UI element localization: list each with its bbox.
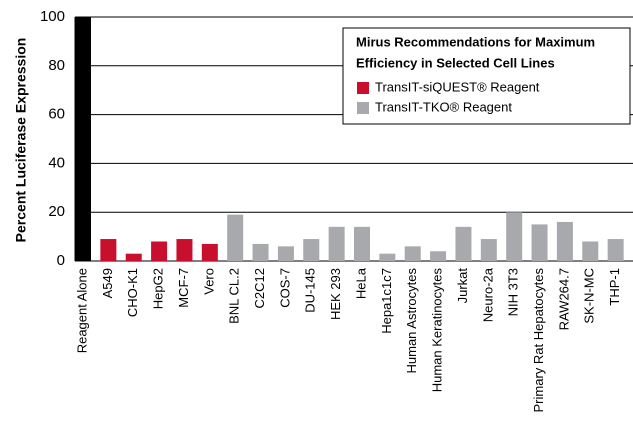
x-tick-label: BNL CL.2 — [227, 268, 242, 324]
x-tick-label: HepG2 — [151, 268, 166, 309]
x-tick-label: Vero — [201, 268, 216, 295]
bar — [354, 226, 370, 261]
bar — [582, 241, 599, 261]
x-tick-label: DU-145 — [303, 268, 318, 313]
x-tick-label: COS-7 — [277, 268, 292, 308]
x-tick-label: Hepa1c1c7 — [379, 268, 394, 334]
bar — [252, 243, 269, 261]
x-tick-label: CHO-K1 — [125, 268, 140, 317]
x-tick-label: NIH 3T3 — [506, 268, 521, 316]
x-tick-label: Neuro-2a — [480, 267, 495, 322]
legend-box — [342, 27, 631, 125]
y-tick-label: 80 — [48, 57, 65, 74]
y-tick-label: 100 — [40, 8, 65, 25]
y-tick-label: 60 — [48, 106, 65, 123]
bar — [455, 226, 472, 261]
bar — [100, 239, 117, 261]
legend-label: TransIT-TKO® Reagent — [375, 99, 512, 114]
bar — [430, 251, 447, 261]
bar — [379, 253, 396, 261]
bar — [201, 243, 218, 261]
y-tick-label: 0 — [57, 252, 65, 269]
bar — [531, 224, 548, 261]
legend-label: TransIT-siQUEST® Reagent — [375, 79, 540, 94]
bar — [328, 226, 345, 261]
y-tick-label: 40 — [48, 154, 65, 171]
legend-swatch — [357, 102, 369, 114]
x-tick-label: Human Astrocytes — [404, 268, 419, 374]
x-tick-label: HEK 293 — [328, 268, 343, 320]
x-tick-label: A549 — [100, 268, 115, 298]
y-axis-label: Percent Luciferase Expression — [13, 38, 29, 243]
bar — [480, 239, 497, 261]
bar — [151, 241, 168, 261]
legend-title: Efficiency in Selected Cell Lines — [356, 55, 555, 70]
bar — [176, 239, 193, 261]
x-tick-label: MCF-7 — [176, 268, 191, 308]
x-tick-label: RAW264.7 — [556, 268, 571, 330]
bar — [227, 214, 244, 261]
x-tick-label: Primary Rat Hepatocytes — [531, 268, 546, 413]
bar — [125, 253, 142, 261]
x-tick-label: HeLa — [353, 267, 368, 299]
bar — [75, 17, 91, 261]
bar — [556, 221, 573, 261]
bar — [607, 239, 624, 261]
bar — [506, 212, 523, 261]
bar — [303, 239, 320, 261]
x-tick-label: SK-N-MC — [582, 268, 597, 324]
x-tick-label: C2C12 — [252, 268, 267, 308]
bar — [404, 246, 421, 261]
x-tick-label: Reagent Alone — [74, 268, 89, 353]
x-tick-label: THP-1 — [607, 268, 622, 306]
legend-title: Mirus Recommendations for Maximum — [356, 34, 595, 49]
x-tick-label: Human Keratinocytes — [430, 268, 445, 393]
x-tick-label: Jurkat — [455, 268, 470, 304]
y-tick-label: 20 — [48, 203, 65, 220]
legend-swatch — [357, 82, 369, 94]
bar — [277, 246, 294, 261]
